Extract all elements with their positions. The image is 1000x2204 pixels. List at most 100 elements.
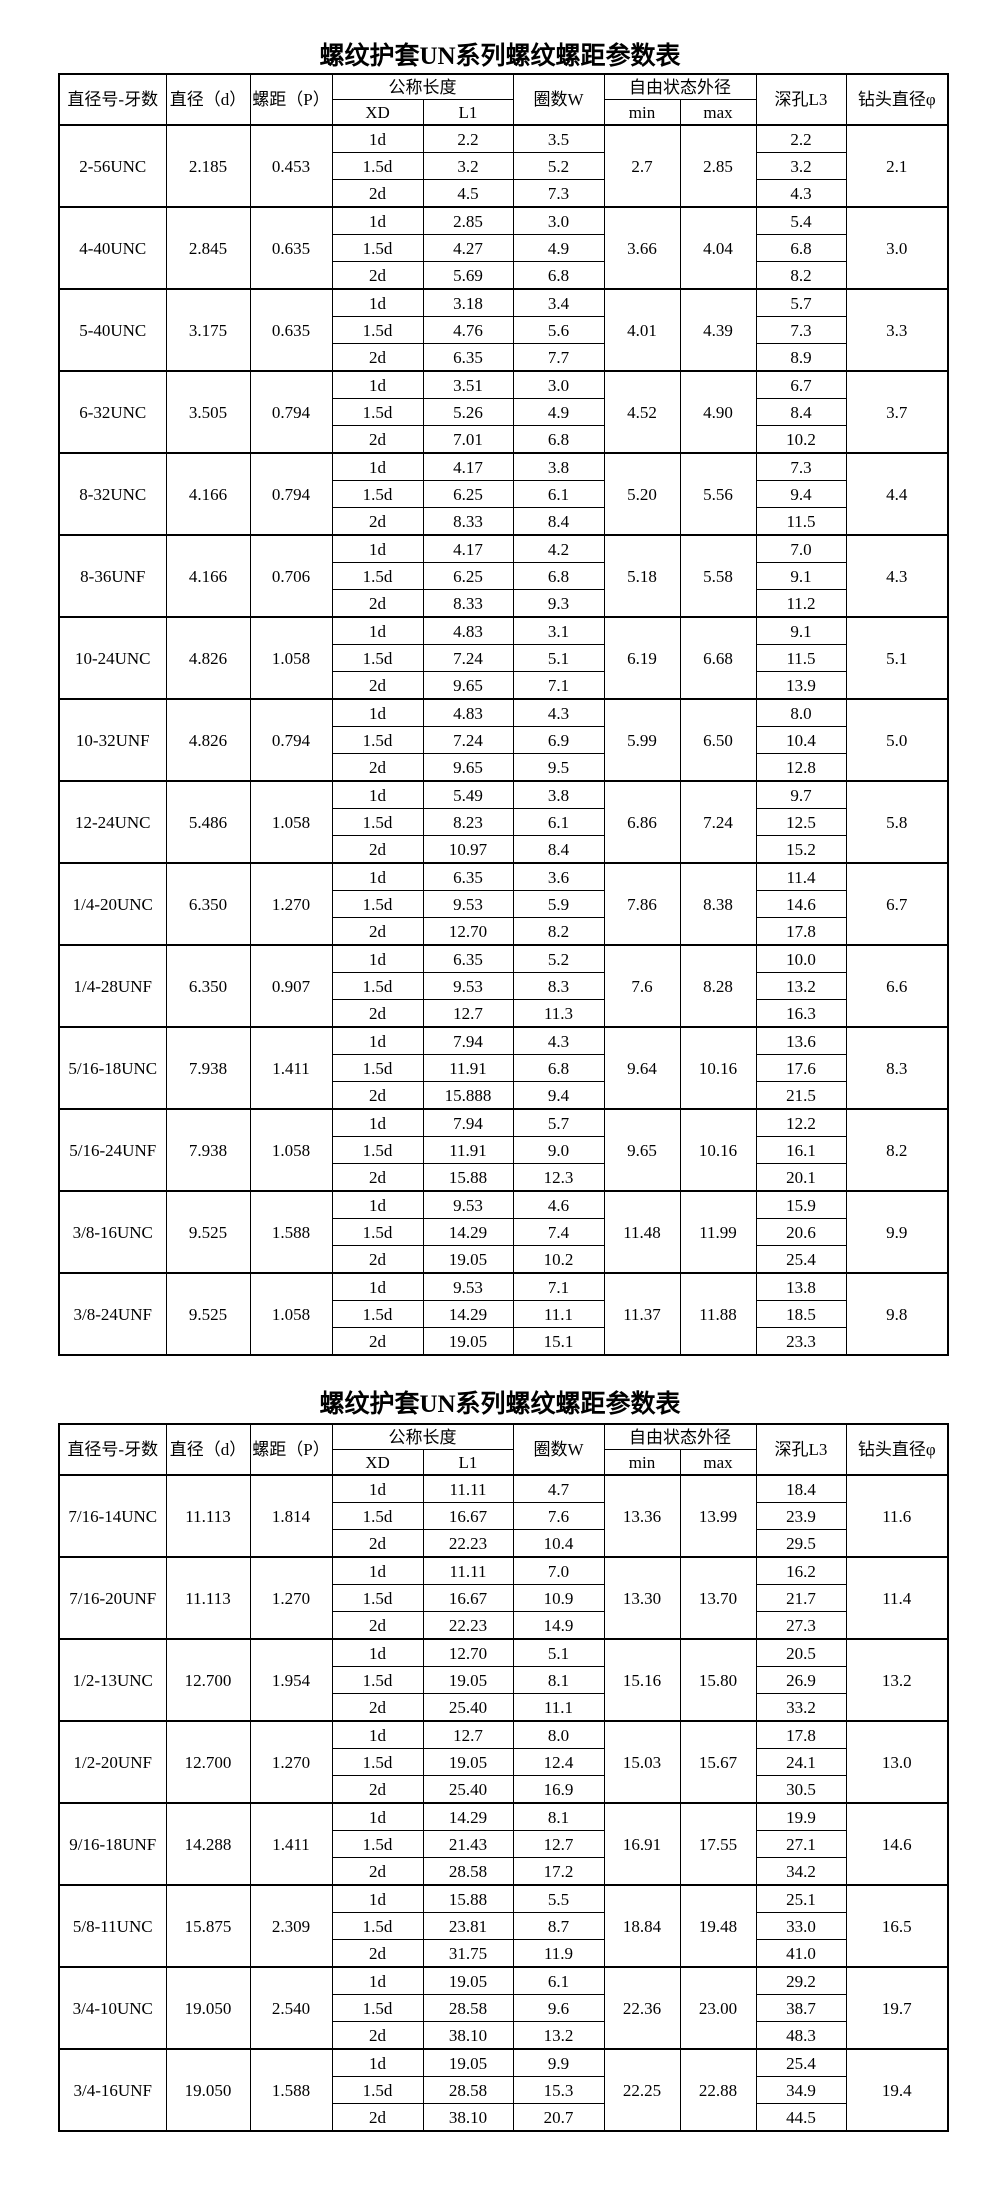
coils-value: 11.1 (512, 1300, 605, 1328)
coils-value: 5.5 (512, 1884, 605, 1913)
table-row: 3/8-16UNC 9.525 1.588 1d 9.53 4.6 11.48 11.99 15… (58, 1190, 949, 1274)
l1-value: 11.91 (422, 1136, 514, 1164)
free-od-max: 13.70 (679, 1556, 757, 1640)
hole-depth-value: 20.1 (755, 1163, 847, 1192)
coils-value: 6.8 (512, 1054, 605, 1082)
xd-value: 2d (331, 1529, 424, 1558)
diameter-value: 3.505 (165, 370, 251, 454)
coils-value: 9.3 (512, 589, 605, 618)
thread-size: 9/16-18UNF (58, 1802, 167, 1886)
xd-value: 2d (331, 1775, 424, 1804)
coils-value: 6.1 (512, 1966, 605, 1995)
xd-value: 1.5d (331, 1994, 424, 2022)
free-od-max: 19.48 (679, 1884, 757, 1968)
coils-value: 8.1 (512, 1666, 605, 1694)
l1-value: 11.11 (422, 1474, 514, 1503)
thread-size: 5-40UNC (58, 288, 167, 372)
thread-size: 4-40UNC (58, 206, 167, 290)
free-od-min: 9.64 (603, 1026, 681, 1110)
coils-value: 10.4 (512, 1529, 605, 1558)
coils-value: 3.0 (512, 370, 605, 399)
l1-value: 19.05 (422, 1327, 514, 1356)
header-coils: 圈数W (512, 73, 605, 126)
l1-value: 4.17 (422, 452, 514, 481)
table-row: 3/4-16UNF 19.050 1.588 1d 19.05 9.9 22.25 22.88… (58, 2048, 949, 2132)
drill-value: 19.4 (845, 2048, 949, 2132)
hole-depth-value: 12.8 (755, 753, 847, 782)
table-row: 2d 9.65 7.1 13.9 (59, 671, 948, 700)
l1-value: 12.70 (422, 917, 514, 946)
table-title-1: 螺纹护套UN系列螺纹螺距参数表 (319, 43, 681, 70)
hole-depth-value: 34.9 (755, 2076, 847, 2104)
l1-value: 16.67 (422, 1584, 514, 1612)
header-xd: XD (331, 99, 424, 126)
free-od-min: 6.19 (603, 616, 681, 700)
pitch-value: 2.309 (249, 1884, 333, 1968)
drill-value: 6.7 (845, 862, 949, 946)
hole-depth-value: 11.4 (755, 862, 847, 891)
xd-value: 1.5d (331, 562, 424, 590)
hole-depth-value: 34.2 (755, 1857, 847, 1886)
hole-depth-value: 17.8 (755, 1720, 847, 1749)
free-od-max: 23.00 (679, 1966, 757, 2050)
hole-depth-value: 18.4 (755, 1474, 847, 1503)
hole-depth-value: 8.9 (755, 343, 847, 372)
xd-value: 2d (331, 179, 424, 208)
pitch-value: 1.588 (249, 2048, 333, 2132)
xd-value: 1.5d (331, 726, 424, 754)
table-row: 1.5d 11.91 6.8 17.6 (59, 1054, 948, 1082)
table-row: 8-32UNC 4.166 0.794 1d 4.17 3.8 5.20 5.56 7.3 4.4 (58, 452, 949, 536)
l1-value: 7.24 (422, 726, 514, 754)
table-row: 8-36UNF 4.166 0.706 1d 4.17 4.2 5.18 5.58 7.0 4.3 (58, 534, 949, 618)
drill-value: 13.2 (845, 1638, 949, 1722)
hole-depth-value: 20.5 (755, 1638, 847, 1667)
coils-value: 11.3 (512, 999, 605, 1028)
l1-value: 14.29 (422, 1300, 514, 1328)
l1-value: 4.76 (422, 316, 514, 344)
l1-value: 6.35 (422, 862, 514, 891)
coils-value: 6.1 (512, 480, 605, 508)
diameter-value: 4.166 (165, 534, 251, 618)
l1-value: 7.24 (422, 644, 514, 672)
thread-size: 1/2-13UNC (58, 1638, 167, 1722)
pitch-value: 0.794 (249, 452, 333, 536)
hole-depth-value: 9.1 (755, 616, 847, 645)
coils-value: 3.0 (512, 206, 605, 235)
l1-value: 4.17 (422, 534, 514, 563)
free-od-min: 9.65 (603, 1108, 681, 1192)
xd-value: 1d (331, 944, 424, 973)
hole-depth-value: 10.2 (755, 425, 847, 454)
hole-depth-value: 44.5 (755, 2103, 847, 2132)
coils-value: 9.4 (512, 1081, 605, 1110)
free-od-min: 15.16 (603, 1638, 681, 1722)
table-row: 1/2-13UNC 12.700 1.954 1d 12.70 5.1 15.16 15.80… (58, 1638, 949, 1722)
xd-value: 2d (331, 1939, 424, 1968)
thread-size: 3/4-10UNC (58, 1966, 167, 2050)
diameter-value: 7.938 (165, 1026, 251, 1110)
table-row: 1.5d 8.23 6.1 12.5 (59, 808, 948, 836)
diameter-value: 12.700 (165, 1720, 251, 1804)
xd-value: 1d (331, 534, 424, 563)
free-od-max: 17.55 (679, 1802, 757, 1886)
table-row: 1.5d 16.67 10.9 21.7 (59, 1584, 948, 1612)
table-row: 1.5d 7.24 6.9 10.4 (59, 726, 948, 754)
table-row: 7/16-14UNC 11.113 1.814 1d 11.11 4.7 13.36 13.9… (58, 1474, 949, 1558)
free-od-max: 5.58 (679, 534, 757, 618)
free-od-min: 3.66 (603, 206, 681, 290)
hole-depth-value: 27.3 (755, 1611, 847, 1640)
l1-value: 9.53 (422, 1272, 514, 1301)
l1-value: 15.888 (422, 1081, 514, 1110)
free-od-max: 4.90 (679, 370, 757, 454)
drill-value: 3.7 (845, 370, 949, 454)
free-od-max: 5.56 (679, 452, 757, 536)
thread-size: 1/4-20UNC (58, 862, 167, 946)
coils-value: 4.3 (512, 698, 605, 727)
hole-depth-value: 12.2 (755, 1108, 847, 1137)
l1-value: 4.5 (422, 179, 514, 208)
table-row: 2d 31.75 11.9 41.0 (59, 1939, 948, 1968)
table-row: 5/8-11UNC 15.875 2.309 1d 15.88 5.5 18.84 19.48… (58, 1884, 949, 1968)
drill-value: 5.8 (845, 780, 949, 864)
pitch-value: 0.635 (249, 288, 333, 372)
hole-depth-value: 9.1 (755, 562, 847, 590)
hole-depth-value: 33.2 (755, 1693, 847, 1722)
